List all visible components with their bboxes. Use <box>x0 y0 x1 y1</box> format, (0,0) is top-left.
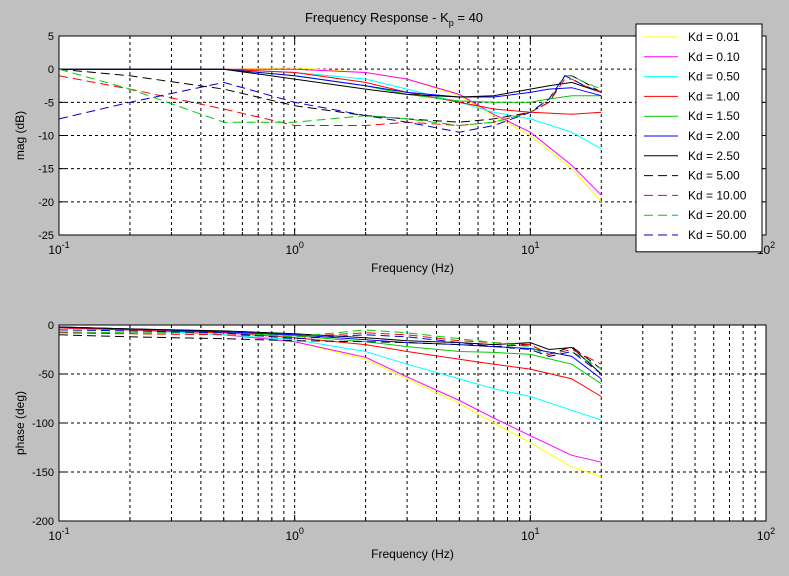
chart-title: Frequency Response - Kp = 40 <box>305 10 483 28</box>
legend-label: Kd = 20.00 <box>688 208 747 222</box>
legend-label: Kd = 2.50 <box>688 149 740 163</box>
legend-label: Kd = 0.01 <box>688 30 740 44</box>
legend-label: Kd = 2.00 <box>688 129 740 143</box>
y-tick-label: 5 <box>48 31 54 43</box>
x-tick-label: 100 <box>285 240 303 257</box>
y-tick-label: -25 <box>38 230 54 242</box>
legend-label: Kd = 10.00 <box>688 188 747 202</box>
axes-box <box>58 324 767 522</box>
legend-label: Kd = 0.50 <box>688 70 740 84</box>
legend: Kd = 0.01 Kd = 0.10 Kd = 0.50 Kd = 1.00 Kd =… <box>635 23 763 253</box>
series-line <box>59 68 602 98</box>
legend-label: Kd = 5.00 <box>688 169 740 183</box>
legend-box <box>635 23 763 253</box>
series-line <box>58 329 602 375</box>
y-tick-label: -50 <box>38 369 54 381</box>
x-tick-label: 102 <box>757 526 775 543</box>
x-tick-label: 10-1 <box>48 240 69 257</box>
y-tick-label: -10 <box>38 131 54 143</box>
series-line <box>58 75 602 133</box>
axes-box <box>58 35 767 236</box>
x-tick-label: 101 <box>521 240 539 257</box>
y-tick-label: -150 <box>32 467 54 479</box>
x-tick-label: 100 <box>285 526 303 543</box>
y-tick-label: 0 <box>48 64 54 76</box>
legend-label: Kd = 1.50 <box>688 109 740 123</box>
series-group-magnitude <box>58 67 602 203</box>
legend-label: Kd = 50.00 <box>688 228 747 242</box>
grid-phase <box>59 325 766 521</box>
series-line <box>58 68 602 127</box>
legend-label: Kd = 1.00 <box>688 89 740 103</box>
y-tick-label: -20 <box>38 197 54 209</box>
y-tick-label: -200 <box>32 516 54 528</box>
x-tick-label: 101 <box>521 526 539 543</box>
y-tick-label: -100 <box>32 418 54 430</box>
y-tick-label: -5 <box>44 97 54 109</box>
y-axis-label: mag (dB) <box>13 111 27 160</box>
x-axis-label: Frequency (Hz) <box>371 261 454 275</box>
legend-label: Kd = 0.10 <box>688 50 740 64</box>
series-group-phase <box>58 326 602 478</box>
series-line <box>58 332 602 365</box>
y-tick-label: 0 <box>48 320 54 332</box>
series-line <box>58 326 602 380</box>
y-tick-label: -15 <box>38 164 54 176</box>
series-line <box>58 326 602 375</box>
x-axis-label: Frequency (Hz) <box>371 547 454 561</box>
y-axis-label: phase (deg) <box>13 391 27 455</box>
axes-phase: -200 -150 -100 -50 0 10-1 100 101 102 Frequency (… <box>13 320 775 561</box>
x-tick-label: 10-1 <box>48 526 69 543</box>
